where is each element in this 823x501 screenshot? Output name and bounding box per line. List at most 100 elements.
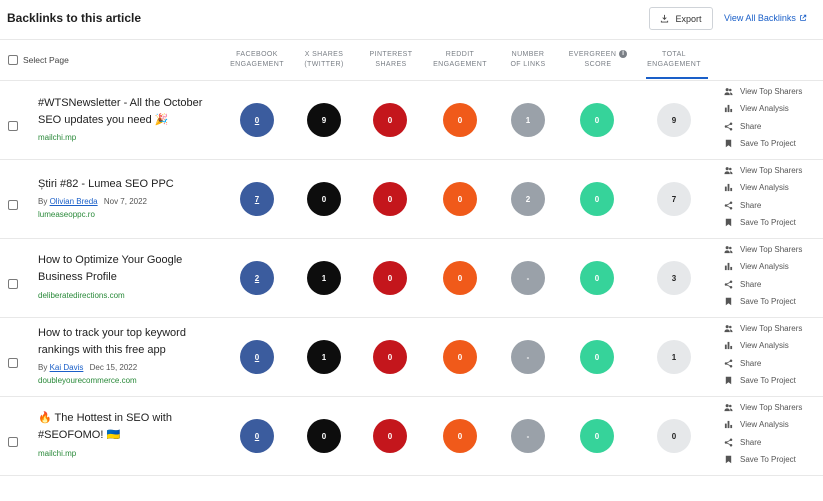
save-to-project-action[interactable]: Save To Project [724, 135, 823, 152]
top-bar: Backlinks to this article Export View Al… [0, 0, 823, 40]
info-icon[interactable]: i [619, 50, 628, 59]
reddit-engagement-badge[interactable]: 0 [443, 182, 477, 216]
evergreen-score-badge[interactable]: 0 [580, 103, 614, 137]
x-shares-badge[interactable]: 1 [307, 261, 341, 295]
number-of-links-badge[interactable]: 2 [511, 182, 545, 216]
row-checkbox[interactable] [8, 358, 18, 368]
row-checkbox[interactable] [8, 121, 18, 131]
article-title[interactable]: 🔥 The Hottest in SEO with #SEOFOMO! 🇺🇦 [38, 412, 172, 441]
reddit-engagement-badge[interactable]: 0 [443, 103, 477, 137]
number-of-links-badge[interactable]: - [511, 340, 545, 374]
reddit-engagement-badge[interactable]: 0 [443, 419, 477, 453]
select-page[interactable]: Select Page [8, 55, 69, 65]
pinterest-shares-badge[interactable]: 0 [373, 261, 407, 295]
reddit-engagement-badge[interactable]: 0 [443, 340, 477, 374]
row-checkbox[interactable] [8, 437, 18, 447]
evergreen-score-badge[interactable]: 0 [580, 261, 614, 295]
column-header-pinterest-shares[interactable]: PINTEREST SHARES [369, 51, 413, 68]
bookmark-icon [725, 139, 732, 148]
pinterest-shares-badge[interactable]: 0 [373, 103, 407, 137]
row-checkbox[interactable] [8, 279, 18, 289]
evergreen-score-badge[interactable]: 0 [580, 419, 614, 453]
table-header: Select Page FACEBOOK ENGAGEMENT X SHARES(… [0, 41, 823, 81]
number-of-links-badge[interactable]: - [511, 419, 545, 453]
facebook-engagement-badge[interactable]: 7 [240, 182, 274, 216]
view-analysis-action[interactable]: View Analysis [724, 100, 823, 117]
author-link[interactable]: Kai Davis [49, 363, 84, 372]
view-analysis-action[interactable]: View Analysis [724, 337, 823, 354]
view-top-sharers-action[interactable]: View Top Sharers [724, 241, 823, 258]
facebook-engagement-badge[interactable]: 0 [240, 103, 274, 137]
column-header-total-engagement[interactable]: TOTAL ENGAGEMENT [647, 51, 701, 68]
evergreen-score-badge[interactable]: 0 [580, 340, 614, 374]
external-link-icon [800, 14, 807, 21]
row-actions: View Top Sharers View Analysis Share Sav… [724, 83, 823, 152]
view-all-backlinks-link[interactable]: View All Backlinks [724, 13, 807, 23]
share-action[interactable]: Share [724, 197, 823, 214]
total-engagement-badge: 0 [657, 419, 691, 453]
select-page-checkbox[interactable] [8, 55, 18, 65]
facebook-engagement-badge[interactable]: 0 [240, 419, 274, 453]
save-to-project-action[interactable]: Save To Project [724, 293, 823, 310]
column-header-evergreen-score[interactable]: EVERGREEN i SCORE [558, 50, 638, 70]
export-button[interactable]: Export [649, 7, 713, 30]
table-row: How to Optimize Your Google Business Pro… [0, 239, 823, 318]
column-header-reddit-engagement[interactable]: REDDIT ENGAGEMENT [433, 51, 487, 68]
article-title[interactable]: #WTSNewsletter - All the October SEO upd… [38, 97, 203, 126]
share-icon [724, 280, 733, 289]
row-actions: View Top Sharers View Analysis Share Sav… [724, 162, 823, 231]
column-header-x-shares[interactable]: X SHARES (TWITTER) [304, 51, 344, 68]
publish-date: Nov 7, 2022 [103, 197, 147, 206]
article-domain[interactable]: mailchi.mp [38, 133, 77, 142]
table-row: Știri #82 - Lumea SEO PPC By Olivian Bre… [0, 160, 823, 239]
view-analysis-action[interactable]: View Analysis [724, 416, 823, 433]
row-checkbox[interactable] [8, 200, 18, 210]
x-shares-badge[interactable]: 0 [307, 182, 341, 216]
share-action[interactable]: Share [724, 355, 823, 372]
users-icon [724, 167, 733, 175]
x-shares-badge[interactable]: 9 [307, 103, 341, 137]
share-action[interactable]: Share [724, 276, 823, 293]
download-icon [661, 14, 669, 23]
view-analysis-action[interactable]: View Analysis [724, 179, 823, 196]
evergreen-score-badge[interactable]: 0 [580, 182, 614, 216]
page-title: Backlinks to this article [7, 11, 142, 25]
number-of-links-badge[interactable]: 1 [511, 103, 545, 137]
number-of-links-badge[interactable]: - [511, 261, 545, 295]
row-actions: View Top Sharers View Analysis Share Sav… [724, 241, 823, 310]
article-meta: By Kai Davis Dec 15, 2022 [38, 363, 138, 372]
reddit-engagement-badge[interactable]: 0 [443, 261, 477, 295]
article-title[interactable]: How to track your top keyword rankings w… [38, 327, 186, 356]
total-engagement-badge: 9 [657, 103, 691, 137]
save-to-project-action[interactable]: Save To Project [724, 451, 823, 468]
x-shares-badge[interactable]: 1 [307, 340, 341, 374]
article-domain[interactable]: doubleyourecommerce.com [38, 376, 137, 385]
article-domain[interactable]: lumeaseoppc.ro [38, 210, 95, 219]
pinterest-shares-badge[interactable]: 0 [373, 419, 407, 453]
article-domain[interactable]: mailchi.mp [38, 449, 77, 458]
view-top-sharers-action[interactable]: View Top Sharers [724, 83, 823, 100]
view-top-sharers-action[interactable]: View Top Sharers [724, 399, 823, 416]
share-action[interactable]: Share [724, 118, 823, 135]
view-top-sharers-action[interactable]: View Top Sharers [724, 320, 823, 337]
x-shares-badge[interactable]: 0 [307, 419, 341, 453]
save-to-project-action[interactable]: Save To Project [724, 214, 823, 231]
bar-chart-icon [724, 105, 733, 113]
column-header-facebook-engagement[interactable]: FACEBOOK ENGAGEMENT [230, 51, 284, 68]
row-actions: View Top Sharers View Analysis Share Sav… [724, 320, 823, 389]
view-analysis-action[interactable]: View Analysis [724, 258, 823, 275]
facebook-engagement-badge[interactable]: 2 [240, 261, 274, 295]
article-title[interactable]: How to Optimize Your Google Business Pro… [38, 254, 183, 283]
pinterest-shares-badge[interactable]: 0 [373, 340, 407, 374]
pinterest-shares-badge[interactable]: 0 [373, 182, 407, 216]
share-action[interactable]: Share [724, 434, 823, 451]
article-title[interactable]: Știri #82 - Lumea SEO PPC [38, 178, 174, 190]
facebook-engagement-badge[interactable]: 0 [240, 340, 274, 374]
author-link[interactable]: Olivian Breda [49, 197, 98, 206]
article-domain[interactable]: deliberatedirections.com [38, 291, 125, 300]
table-row: #WTSNewsletter - All the October SEO upd… [0, 81, 823, 160]
bookmark-icon [725, 455, 732, 464]
view-top-sharers-action[interactable]: View Top Sharers [724, 162, 823, 179]
save-to-project-action[interactable]: Save To Project [724, 372, 823, 389]
column-header-number-of-links[interactable]: NUMBER OF LINKS [510, 51, 546, 68]
